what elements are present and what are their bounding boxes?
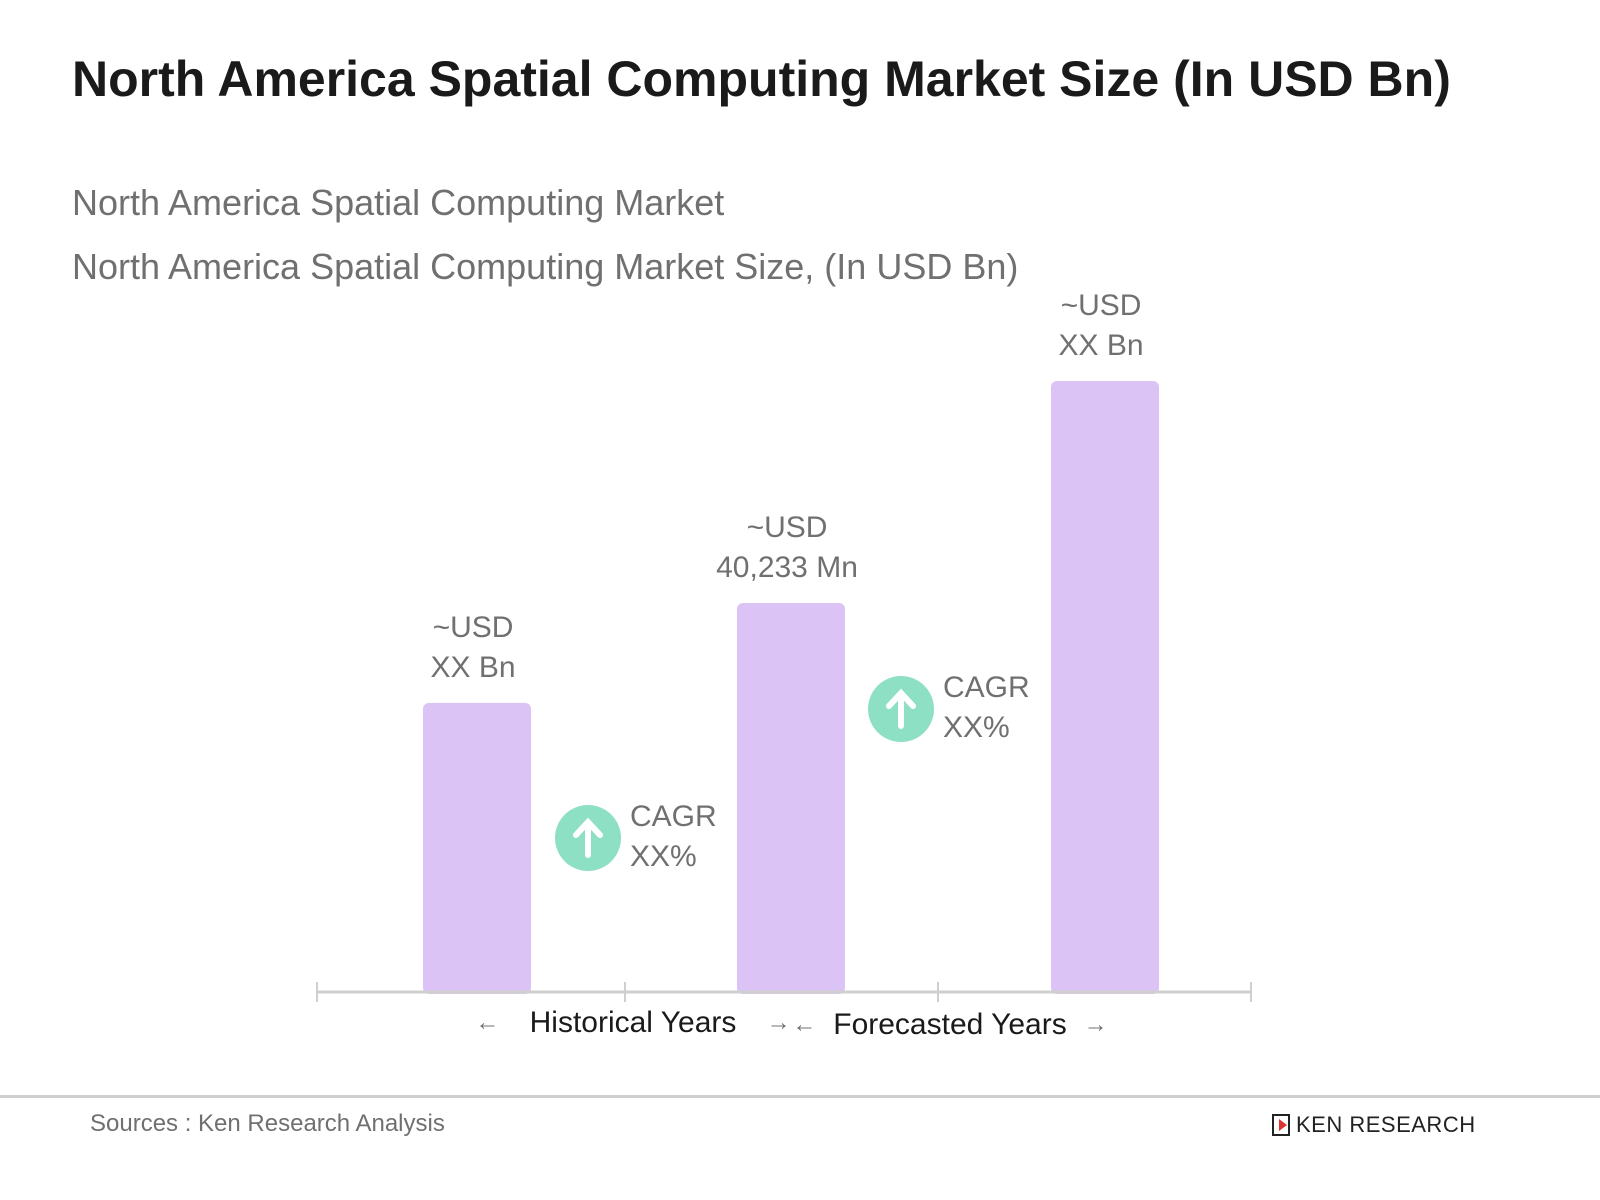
cagr-value: XX% (943, 711, 1010, 744)
arrow-right-icon: → (1084, 1011, 1108, 1038)
data-label: 40,233 Mn (716, 551, 858, 584)
bar (737, 603, 845, 994)
logo-text: KEN RESEARCH (1296, 1112, 1476, 1137)
footer-divider (0, 1095, 1600, 1098)
source-note: Sources : Ken Research Analysis (90, 1110, 445, 1137)
data-label: XX Bn (1058, 329, 1143, 362)
ken-research-logo: KEN RESEARCH (1272, 1112, 1476, 1138)
chart-subtitle-2: North America Spatial Computing Market S… (72, 246, 1019, 287)
period-label: Forecasted Years (833, 1008, 1066, 1041)
period-label: Historical Years (530, 1006, 737, 1039)
chart-title: North America Spatial Computing Market S… (72, 51, 1451, 107)
cagr-value: XX% (630, 840, 697, 873)
logo-mark-icon (1272, 1114, 1290, 1136)
data-label: ~USD (433, 611, 514, 644)
arrow-left-icon: ← (475, 1009, 499, 1036)
arrow-up-icon (573, 817, 603, 858)
bar-chart: ~USD XX Bn ~USD 40,233 Mn ~USD XX Bn CAGR XX% CA… (316, 289, 1252, 1041)
cagr-label: CAGR (630, 800, 717, 833)
chart-subtitle: North America Spatial Computing Market (72, 182, 725, 223)
arrow-right-icon: → (767, 1009, 791, 1036)
data-label: ~USD (747, 511, 828, 544)
cagr-label: CAGR (943, 671, 1030, 704)
data-label: XX Bn (430, 651, 515, 684)
arrow-left-icon: ← (792, 1011, 816, 1038)
bar (423, 702, 531, 994)
bar (1051, 380, 1159, 994)
data-label: ~USD (1061, 289, 1142, 322)
arrow-up-icon (886, 688, 916, 729)
